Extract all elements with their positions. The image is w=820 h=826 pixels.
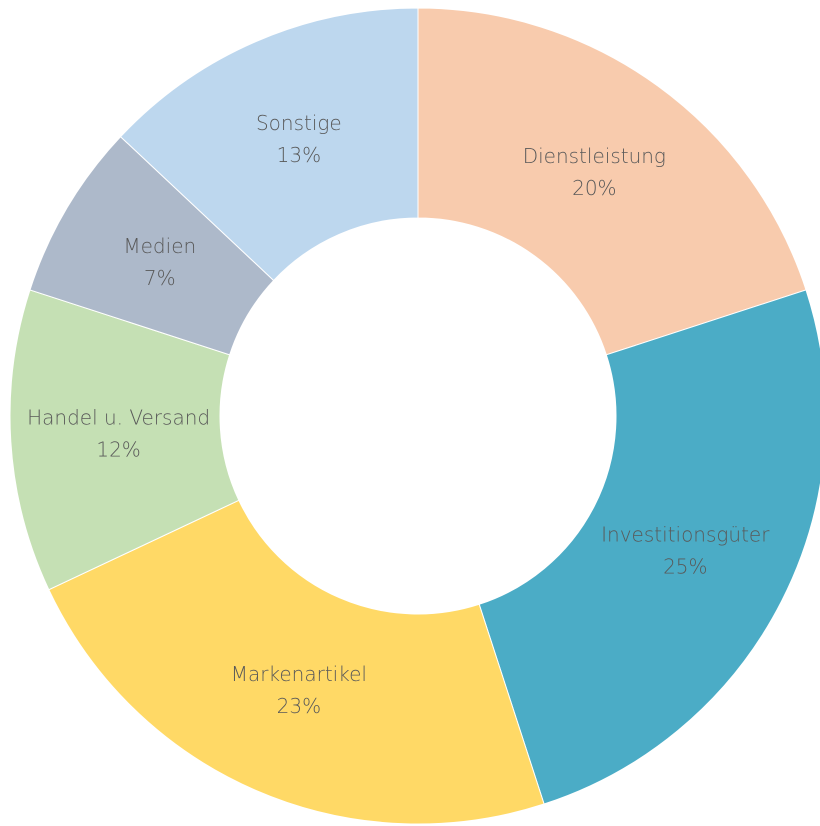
slice-value-label: 20% bbox=[572, 176, 616, 200]
slice-value-label: 7% bbox=[144, 266, 176, 290]
slice-value-label: 25% bbox=[663, 555, 707, 579]
slice-value-label: 23% bbox=[277, 694, 321, 718]
donut-slice bbox=[48, 499, 545, 825]
donut-slice bbox=[119, 7, 419, 282]
slice-label: Dienstleistung bbox=[523, 144, 666, 168]
slice-value-label: 12% bbox=[96, 437, 140, 461]
donut-slice bbox=[9, 289, 240, 591]
slice-label: Investitionsgüter bbox=[601, 523, 770, 547]
donut-slice bbox=[478, 289, 820, 805]
slice-label: Sonstige bbox=[256, 111, 342, 135]
slice-label: Medien bbox=[123, 234, 196, 258]
slice-label: Markenartikel bbox=[231, 662, 367, 686]
donut-slice bbox=[417, 7, 807, 356]
slice-label: Handel u. Versand bbox=[27, 405, 210, 429]
slice-value-label: 13% bbox=[277, 143, 321, 167]
